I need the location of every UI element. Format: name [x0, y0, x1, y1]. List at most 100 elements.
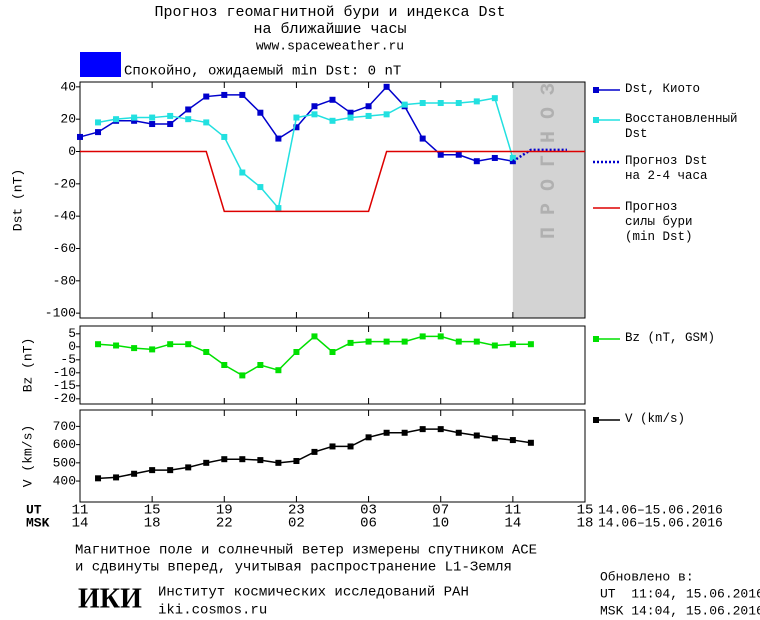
point — [95, 129, 102, 136]
plot-frame — [79, 325, 586, 405]
point — [185, 464, 192, 471]
point — [131, 114, 138, 121]
point — [221, 91, 228, 98]
legend-entry: Прогноз Dst на 2-4 часа — [625, 154, 708, 183]
point — [293, 124, 300, 131]
title: на ближайшие часы — [253, 21, 406, 38]
msk-label: MSK — [26, 515, 50, 530]
plot-frame — [79, 409, 586, 503]
point — [311, 111, 318, 118]
point — [185, 341, 192, 348]
note: Магнитное поле и солнечный ветер измерен… — [75, 542, 537, 559]
x-tick-label-msk: 18 — [577, 516, 594, 532]
point — [419, 135, 426, 142]
point — [257, 109, 264, 116]
point — [491, 95, 498, 102]
x-tick-label: 15 — [144, 503, 161, 519]
point — [275, 205, 282, 212]
point — [275, 367, 282, 374]
point — [509, 341, 516, 348]
point — [473, 338, 480, 345]
x-tick-label: 11 — [72, 503, 89, 519]
y-tick-label: -60 — [53, 241, 76, 256]
point — [113, 116, 120, 123]
legend-entry: Bz (nT, GSM) — [625, 331, 716, 345]
point — [527, 341, 534, 348]
point — [239, 372, 246, 379]
point — [455, 338, 462, 345]
point — [221, 362, 228, 368]
point — [329, 349, 336, 355]
updated-msk: MSK 14:04, 15.06.2016 — [600, 603, 760, 618]
legend-entry: Восстановленный Dst — [625, 112, 738, 141]
point — [419, 426, 426, 433]
point — [149, 346, 156, 353]
date-range: 14.06–15.06.2016 — [598, 515, 723, 530]
y-tick-label: -5 — [60, 352, 76, 367]
plot-frame — [79, 81, 586, 319]
legend-swatch — [593, 117, 599, 123]
y-tick-label: -20 — [53, 176, 76, 191]
point — [365, 434, 372, 441]
site: www.spaceweather.ru — [256, 38, 404, 53]
point — [473, 432, 480, 439]
institute-site: iki.cosmos.ru — [158, 603, 267, 619]
legend-entry: Dst, Киото — [625, 82, 701, 96]
y-tick-label: 400 — [53, 473, 76, 488]
point — [473, 98, 480, 105]
point — [293, 114, 300, 121]
point — [185, 106, 192, 113]
point — [491, 435, 498, 442]
point — [329, 117, 336, 124]
series-line — [97, 335, 531, 377]
status: Спокойно, ожидаемый min Dst: 0 nT — [124, 63, 401, 80]
point — [95, 475, 102, 482]
series-line — [80, 150, 585, 213]
point — [383, 429, 390, 436]
point — [509, 437, 516, 444]
x-tick-label: 11 — [504, 503, 521, 519]
y-tick-label: 0 — [68, 144, 76, 159]
point — [293, 349, 300, 355]
institute: Институт космических исследований РАН — [158, 584, 469, 601]
point — [401, 429, 408, 436]
x-tick-label: 19 — [216, 503, 233, 519]
point — [383, 338, 390, 345]
x-tick-label-msk: 18 — [144, 516, 161, 532]
logo: ИКИ — [78, 583, 142, 614]
legend-swatch — [593, 417, 599, 423]
point — [149, 114, 156, 121]
y-axis-label: Dst (nT) — [10, 169, 25, 231]
point — [455, 429, 462, 436]
status-box — [80, 52, 121, 77]
point — [257, 362, 264, 368]
point — [203, 119, 210, 126]
ut-label: UT — [26, 502, 42, 517]
y-tick-label: -15 — [53, 378, 76, 393]
x-tick-label: 07 — [432, 503, 449, 519]
date-range: 14.06–15.06.2016 — [598, 502, 723, 517]
point — [185, 116, 192, 123]
point — [239, 169, 246, 176]
point — [329, 443, 336, 450]
point — [203, 459, 210, 466]
point — [473, 158, 480, 165]
point — [221, 133, 228, 140]
x-tick-label: 03 — [360, 503, 377, 519]
point — [347, 114, 354, 121]
y-axis-label: Bz (nT) — [20, 338, 35, 393]
y-axis-label: V (km/s) — [20, 425, 35, 487]
x-tick-label-msk: 14 — [72, 516, 89, 532]
point — [311, 103, 318, 110]
x-tick-label: 15 — [577, 503, 594, 519]
point — [167, 112, 174, 119]
point — [149, 467, 156, 474]
y-tick-label: 40 — [60, 79, 76, 94]
point — [257, 457, 264, 464]
point — [491, 342, 498, 349]
point — [401, 338, 408, 345]
note: и сдвинуты вперед, учитывая распростране… — [75, 560, 512, 576]
point — [257, 184, 264, 191]
